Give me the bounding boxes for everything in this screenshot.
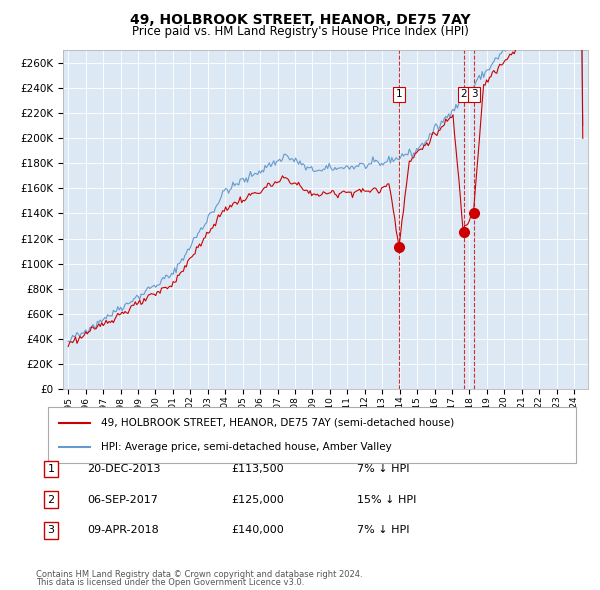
Text: HPI: Average price, semi-detached house, Amber Valley: HPI: Average price, semi-detached house,… [101, 442, 392, 453]
Text: Contains HM Land Registry data © Crown copyright and database right 2024.: Contains HM Land Registry data © Crown c… [36, 571, 362, 579]
Text: 06-SEP-2017: 06-SEP-2017 [87, 495, 158, 504]
Text: 3: 3 [471, 89, 478, 99]
Text: 20-DEC-2013: 20-DEC-2013 [87, 464, 161, 474]
Text: This data is licensed under the Open Government Licence v3.0.: This data is licensed under the Open Gov… [36, 578, 304, 587]
Text: 7% ↓ HPI: 7% ↓ HPI [357, 526, 409, 535]
Text: 1: 1 [47, 464, 55, 474]
Text: £125,000: £125,000 [231, 495, 284, 504]
Text: Price paid vs. HM Land Registry's House Price Index (HPI): Price paid vs. HM Land Registry's House … [131, 25, 469, 38]
Text: £113,500: £113,500 [231, 464, 284, 474]
Text: 2: 2 [461, 89, 467, 99]
Text: £140,000: £140,000 [231, 526, 284, 535]
Text: 15% ↓ HPI: 15% ↓ HPI [357, 495, 416, 504]
Text: 09-APR-2018: 09-APR-2018 [87, 526, 159, 535]
Text: 3: 3 [47, 526, 55, 535]
Text: 49, HOLBROOK STREET, HEANOR, DE75 7AY (semi-detached house): 49, HOLBROOK STREET, HEANOR, DE75 7AY (s… [101, 418, 454, 428]
Text: 2: 2 [47, 495, 55, 504]
Text: 7% ↓ HPI: 7% ↓ HPI [357, 464, 409, 474]
Text: 1: 1 [396, 89, 403, 99]
Text: 49, HOLBROOK STREET, HEANOR, DE75 7AY: 49, HOLBROOK STREET, HEANOR, DE75 7AY [130, 13, 470, 27]
